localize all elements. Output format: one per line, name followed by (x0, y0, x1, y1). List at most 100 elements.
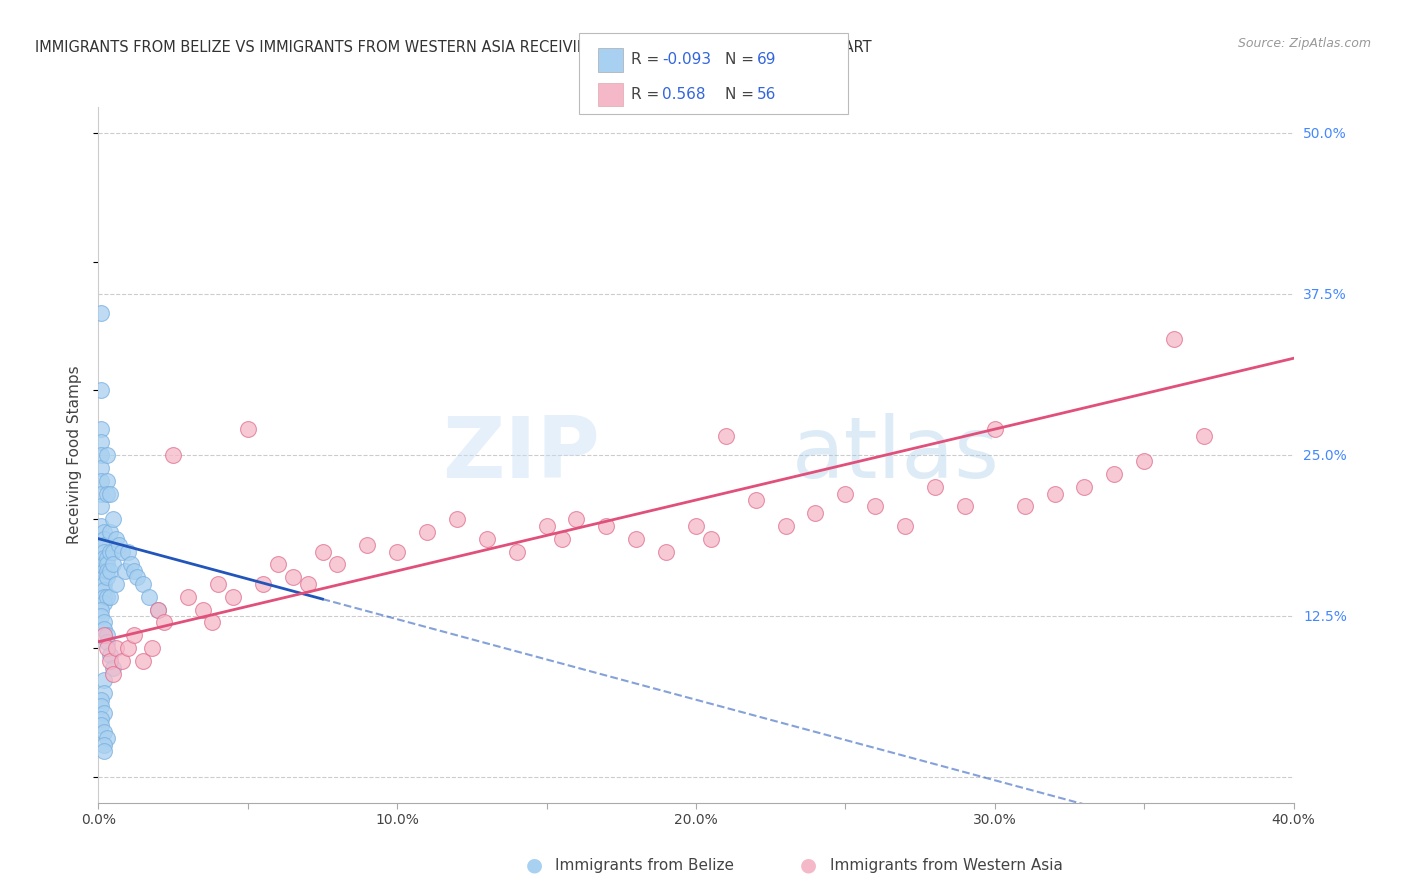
Point (93, 590, 115, 604)
Text: 56: 56 (756, 87, 776, 103)
Text: ZIP: ZIP (443, 413, 600, 497)
Point (626, 532, 648, 546)
Point (96, 486, 118, 500)
Point (162, 448, 184, 462)
Point (93, 738, 115, 752)
Text: R =: R = (631, 53, 665, 68)
Text: -0.093: -0.093 (662, 53, 711, 68)
Point (90, 435, 112, 450)
Point (103, 667, 125, 681)
Point (96, 564, 118, 578)
Point (834, 486, 856, 500)
Point (90, 422, 112, 436)
Point (685, 518, 707, 533)
Point (90, 306, 112, 320)
Point (90, 474, 112, 488)
Point (124, 628, 146, 642)
Point (98, 654, 122, 668)
Text: atlas: atlas (792, 413, 1000, 497)
Point (924, 480, 946, 494)
Point (98, 544, 122, 558)
Point (117, 641, 139, 656)
Point (416, 525, 439, 540)
Point (124, 564, 146, 578)
Point (127, 570, 149, 584)
Point (90, 460, 112, 475)
Point (1104, 467, 1126, 482)
Point (90, 518, 112, 533)
Text: N =: N = (725, 87, 759, 103)
Point (93, 744, 115, 758)
Point (93, 725, 115, 739)
Point (595, 518, 617, 533)
Y-axis label: Receiving Food Stamps: Receiving Food Stamps (67, 366, 83, 544)
Point (201, 615, 224, 630)
Point (96, 448, 118, 462)
Point (281, 570, 304, 584)
Point (98, 525, 122, 540)
Point (96, 634, 118, 648)
Point (894, 518, 917, 533)
Point (446, 512, 468, 526)
Point (506, 544, 529, 558)
Point (1163, 332, 1185, 346)
Point (93, 551, 115, 566)
Point (96, 628, 118, 642)
Point (804, 506, 827, 520)
Point (93, 538, 115, 552)
Point (93, 628, 115, 642)
Point (236, 422, 259, 436)
Point (475, 532, 498, 546)
Point (138, 590, 160, 604)
Point (103, 544, 125, 558)
Point (93, 673, 115, 688)
Text: Source: ZipAtlas.com: Source: ZipAtlas.com (1237, 37, 1371, 51)
Point (96, 570, 118, 584)
Point (148, 602, 170, 616)
Text: Immigrants from Belize: Immigrants from Belize (555, 858, 734, 872)
Point (93, 596, 115, 610)
Text: IMMIGRANTS FROM BELIZE VS IMMIGRANTS FROM WESTERN ASIA RECEIVING FOOD STAMPS COR: IMMIGRANTS FROM BELIZE VS IMMIGRANTS FRO… (35, 40, 872, 55)
Text: R =: R = (631, 87, 665, 103)
Point (93, 558, 115, 572)
Point (96, 551, 118, 566)
Point (111, 544, 134, 558)
Point (105, 641, 128, 656)
Point (96, 590, 118, 604)
Point (114, 564, 136, 578)
Point (117, 544, 139, 558)
Point (103, 558, 125, 572)
Point (865, 500, 887, 514)
Point (90, 448, 112, 462)
Point (745, 493, 768, 508)
Point (120, 558, 142, 572)
Point (953, 500, 976, 514)
Point (207, 576, 229, 591)
Text: N =: N = (725, 53, 759, 68)
Point (191, 602, 214, 616)
Point (93, 544, 115, 558)
Point (93, 525, 115, 540)
Point (1133, 454, 1156, 468)
Point (96, 558, 118, 572)
Point (550, 532, 572, 546)
Point (98, 564, 122, 578)
Point (177, 590, 200, 604)
Point (700, 532, 723, 546)
Point (90, 500, 112, 514)
Point (93, 615, 115, 630)
Point (93, 706, 115, 720)
Point (132, 654, 155, 668)
Text: 69: 69 (756, 53, 776, 68)
Text: ●: ● (800, 855, 817, 875)
Point (93, 622, 115, 636)
Point (655, 544, 678, 558)
Point (96, 474, 118, 488)
Point (385, 544, 409, 558)
Point (103, 512, 125, 526)
Point (326, 558, 349, 572)
Point (1073, 480, 1095, 494)
Point (111, 654, 134, 668)
Point (148, 602, 170, 616)
Point (96, 731, 118, 746)
